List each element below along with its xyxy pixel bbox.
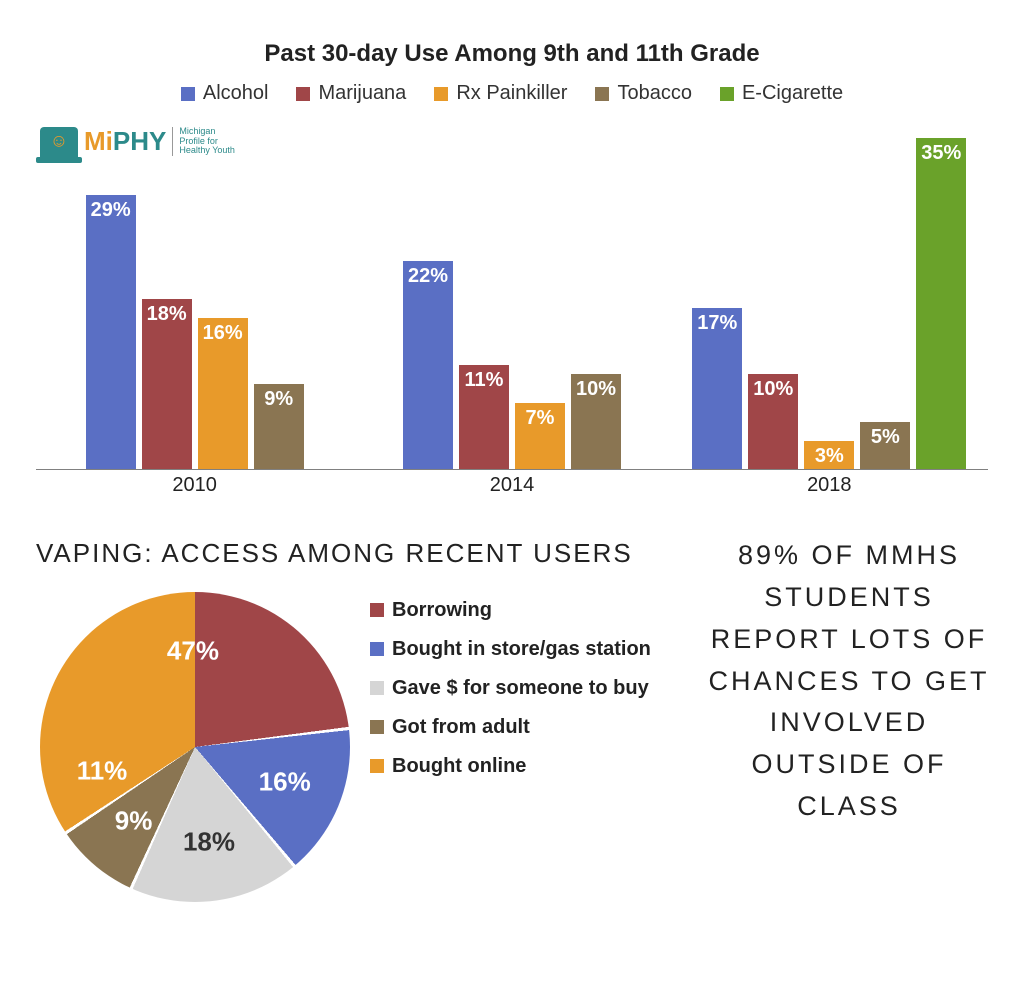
bar-value-label: 29% [91, 199, 131, 222]
pie-legend-label: Bought online [392, 754, 526, 779]
pie-legend-item: Bought online [370, 754, 680, 779]
bar-group: 29% 18% 16% 9% [36, 120, 353, 469]
legend-item: Tobacco [595, 82, 692, 105]
legend-swatch-icon [296, 87, 310, 101]
legend-swatch-icon [370, 720, 384, 734]
bar-value-label: 11% [465, 369, 504, 392]
vaping-pie-chart: 47% 16% 18% 9% 11% [40, 592, 350, 902]
legend-swatch-icon [720, 87, 734, 101]
bar: 35% [916, 138, 966, 469]
x-tick-label: 2010 [36, 474, 353, 497]
bar: 22% [403, 261, 453, 469]
pie-legend-label: Got from adult [392, 715, 530, 740]
bar: 17% [692, 308, 742, 469]
pie-slice-label: 9% [115, 805, 153, 836]
legend-label: Tobacco [617, 82, 692, 105]
bar-value-label: 10% [753, 378, 793, 401]
pie-legend-item: Got from adult [370, 715, 680, 740]
bar-value-label: 35% [921, 142, 961, 165]
vaping-pie-legend: Borrowing Bought in store/gas station Gave… [370, 598, 680, 793]
legend-swatch-icon [370, 759, 384, 773]
bar-value-label: 9% [264, 388, 293, 411]
legend-label: Marijuana [318, 82, 406, 105]
bar-group: 22% 11% 7% 10% [353, 120, 670, 469]
bar-value-label: 7% [526, 407, 555, 430]
bar-value-label: 10% [576, 378, 616, 401]
pie-legend-item: Gave $ for someone to buy [370, 676, 680, 701]
bar-value-label: 16% [203, 322, 243, 345]
legend-swatch-icon [370, 603, 384, 617]
legend-label: Rx Painkiller [456, 82, 567, 105]
bar: 10% [748, 374, 798, 469]
bar-chart-legend: Alcohol Marijuana Rx Painkiller Tobacco E-Ci… [0, 82, 1024, 105]
bar-value-label: 18% [147, 303, 187, 326]
pie-legend-label: Gave $ for someone to buy [392, 676, 649, 701]
bar: 9% [254, 384, 304, 469]
legend-swatch-icon [370, 681, 384, 695]
pie-legend-label: Bought in store/gas station [392, 637, 651, 662]
pie-legend-label: Borrowing [392, 598, 492, 623]
legend-label: E-Cigarette [742, 82, 843, 105]
legend-swatch-icon [370, 642, 384, 656]
bar-chart-plot: 29% 18% 16% 9% 22% 11% 7% 10% 17% 10% 3% 5% 35% [36, 120, 988, 470]
bar-value-label: 17% [697, 312, 737, 335]
bar-value-label: 5% [871, 426, 900, 449]
x-tick-label: 2014 [353, 474, 670, 497]
pie-slice-label: 16% [259, 766, 311, 797]
bar-group: 17% 10% 3% 5% 35% [671, 120, 988, 469]
legend-swatch-icon [434, 87, 448, 101]
bar-value-label: 22% [408, 265, 448, 288]
pie-legend-item: Bought in store/gas station [370, 637, 680, 662]
pie-slice-label: 18% [183, 827, 235, 858]
bar: 3% [804, 441, 854, 469]
pie-slice-label: 47% [167, 635, 219, 666]
bar-value-label: 3% [815, 445, 844, 468]
vaping-title: VAPING: ACCESS AMONG RECENT USERS [36, 538, 633, 569]
chart-title: Past 30-day Use Among 9th and 11th Grade [0, 40, 1024, 68]
x-tick-label: 2018 [671, 474, 988, 497]
legend-item: Rx Painkiller [434, 82, 567, 105]
pie-legend-item: Borrowing [370, 598, 680, 623]
mmhs-stat: 89% OF MMHS STUDENTS REPORT LOTS OF CHAN… [704, 535, 994, 828]
bar: 11% [459, 365, 509, 469]
legend-swatch-icon [181, 87, 195, 101]
legend-item: Marijuana [296, 82, 406, 105]
legend-item: E-Cigarette [720, 82, 843, 105]
bar: 16% [198, 318, 248, 469]
legend-swatch-icon [595, 87, 609, 101]
legend-item: Alcohol [181, 82, 269, 105]
bar: 29% [86, 195, 136, 469]
bar: 7% [515, 403, 565, 469]
bar: 5% [860, 422, 910, 469]
legend-label: Alcohol [203, 82, 269, 105]
bar: 10% [571, 374, 621, 469]
pie-slice-label: 11% [77, 756, 128, 787]
bar: 18% [142, 299, 192, 469]
bar-chart-xticks: 201020142018 [36, 474, 988, 497]
